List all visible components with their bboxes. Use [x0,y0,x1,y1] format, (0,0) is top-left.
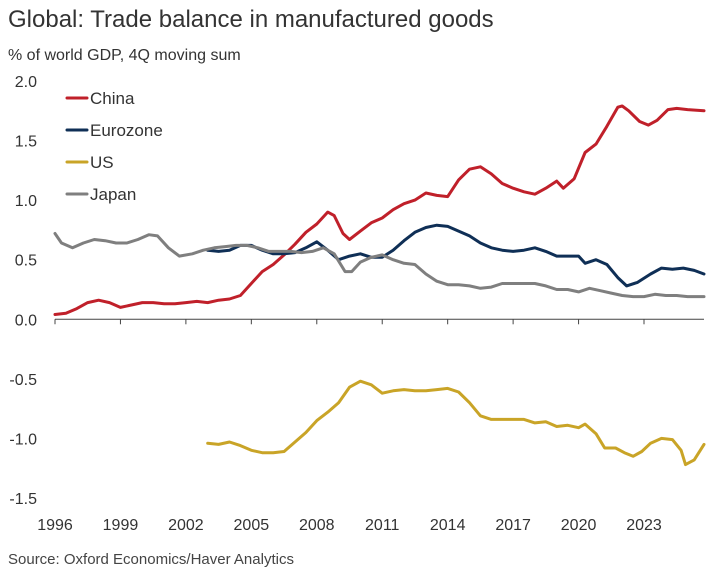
y-tick-label: -1.5 [9,491,37,508]
x-tick-label: 2017 [495,517,531,534]
x-tick-label: 2008 [299,517,335,534]
series-line-china [53,104,706,316]
series-line-eurozone [206,223,706,288]
x-tick-label: 2002 [168,517,204,534]
y-tick-label: 1.0 [15,193,37,210]
source-note: Source: Oxford Economics/Haver Analytics [8,551,294,568]
legend-label-japan: Japan [90,185,136,204]
y-tick-label: -1.0 [9,431,37,448]
y-tick-label: 0.0 [15,312,37,329]
legend: China Eurozone US Japan [65,89,163,204]
x-tick-label: 1996 [37,517,73,534]
y-tick-label: 1.5 [15,134,37,151]
x-tick-label: 2005 [234,517,270,534]
series-line-us [206,379,706,467]
x-tick-label: 2014 [430,517,466,534]
chart-title: Global: Trade balance in manufactured go… [8,6,494,33]
chart-subtitle: % of world GDP, 4Q moving sum [8,47,241,64]
series-line-japan [53,232,706,299]
series-layer [53,104,706,467]
x-tick-label: 1999 [103,517,139,534]
y-tick-label: -0.5 [9,372,37,389]
legend-label-us: US [90,153,114,172]
y-tick-label: 2.0 [15,74,37,91]
x-tick-label: 2011 [365,517,400,534]
legend-label-china: China [90,89,135,108]
legend-label-eurozone: Eurozone [90,121,163,140]
x-tick-label: 2020 [561,517,597,534]
y-tick-label: 0.5 [15,253,37,270]
x-tick-label: 2023 [626,517,662,534]
